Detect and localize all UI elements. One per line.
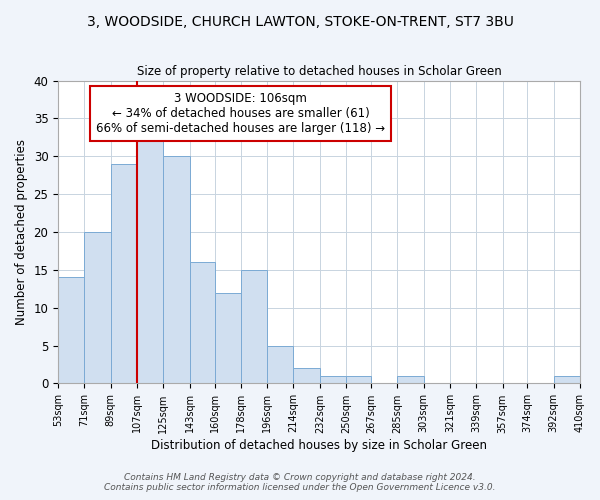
Bar (58, 278, 85, 384)
Bar (346, 376, 371, 384)
X-axis label: Distribution of detached houses by size in Scholar Green: Distribution of detached houses by size … (151, 440, 487, 452)
Bar (241, 270, 267, 384)
Text: 3 WOODSIDE: 106sqm
← 34% of detached houses are smaller (61)
66% of semi-detache: 3 WOODSIDE: 106sqm ← 34% of detached hou… (97, 92, 385, 135)
Bar (85, 232, 111, 384)
Bar (554, 376, 580, 384)
Bar (293, 368, 320, 384)
Text: 3, WOODSIDE, CHURCH LAWTON, STOKE-ON-TRENT, ST7 3BU: 3, WOODSIDE, CHURCH LAWTON, STOKE-ON-TRE… (86, 15, 514, 29)
Title: Size of property relative to detached houses in Scholar Green: Size of property relative to detached ho… (137, 65, 502, 78)
Bar (267, 346, 293, 384)
Bar (215, 292, 241, 384)
Bar (111, 164, 137, 384)
Bar (190, 262, 215, 384)
Y-axis label: Number of detached properties: Number of detached properties (15, 139, 28, 325)
Bar (137, 134, 163, 384)
Bar (397, 376, 424, 384)
Bar (320, 376, 346, 384)
Text: Contains HM Land Registry data © Crown copyright and database right 2024.
Contai: Contains HM Land Registry data © Crown c… (104, 473, 496, 492)
Bar (163, 156, 190, 384)
